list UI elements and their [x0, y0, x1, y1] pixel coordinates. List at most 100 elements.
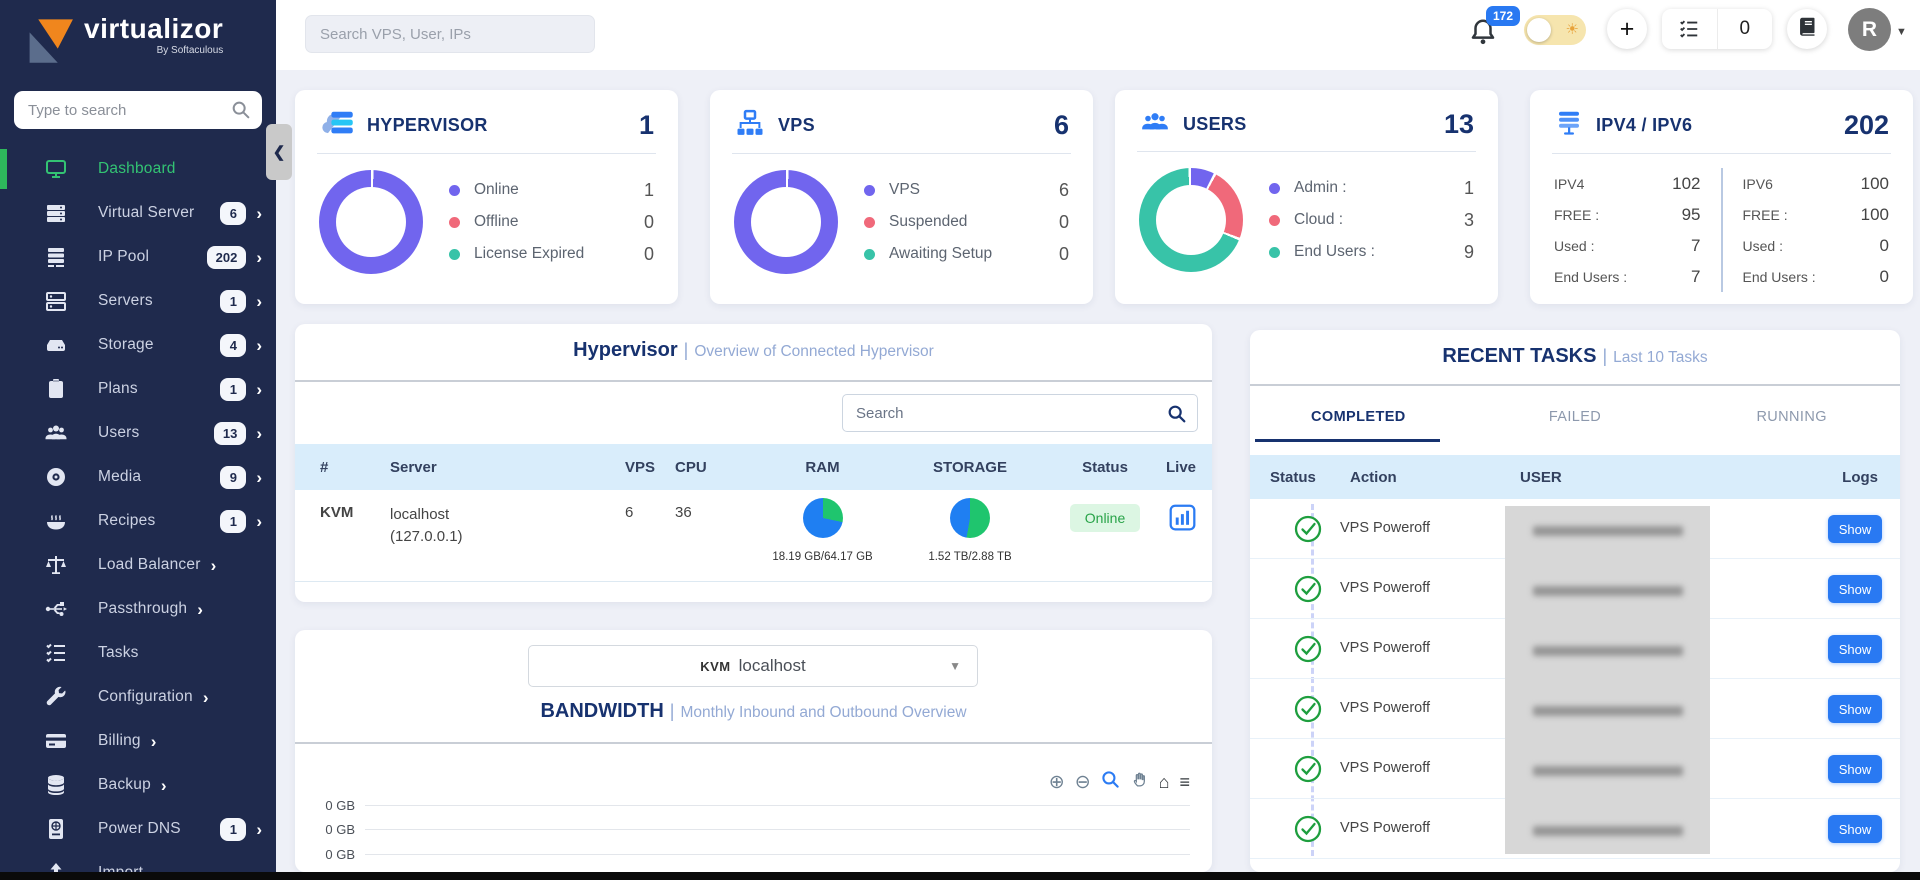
show-log-button[interactable]: Show: [1828, 575, 1882, 603]
book-icon: [1797, 16, 1818, 42]
notification-count-badge: 172: [1486, 6, 1521, 26]
hypervisor-donut-chart: [319, 170, 423, 274]
vps-card-icon: [734, 108, 766, 143]
power-dns-icon: [44, 817, 70, 841]
card-title: VPS: [778, 115, 815, 135]
user-avatar[interactable]: R: [1848, 8, 1891, 51]
docs-button[interactable]: [1787, 9, 1827, 49]
sidebar-item-media[interactable]: Media 9 ›: [0, 455, 276, 499]
hypervisor-table-header: # Server VPS CPU RAM STORAGE Status Live: [295, 444, 1212, 490]
toggle-knob: [1527, 18, 1551, 42]
pan-icon[interactable]: [1130, 770, 1149, 794]
legend-row: VPS 6: [864, 174, 1069, 206]
theme-toggle[interactable]: ☀: [1524, 15, 1586, 45]
brand-name: virtualizor: [84, 13, 224, 44]
server-status: Online: [1045, 490, 1165, 532]
check-circle-icon: [1293, 514, 1323, 549]
tab-failed[interactable]: FAILED: [1548, 409, 1602, 425]
sidebar-item-backup[interactable]: Backup ›: [0, 763, 276, 807]
chevron-right-icon: ›: [256, 379, 262, 399]
show-log-button[interactable]: Show: [1828, 755, 1882, 783]
brand-logo[interactable]: virtualizor By Softaculous: [0, 0, 276, 77]
plans-icon: [44, 377, 70, 401]
show-log-button[interactable]: Show: [1828, 515, 1882, 543]
server-select-dropdown[interactable]: KVM localhost ▼: [528, 645, 978, 687]
sidebar-item-billing[interactable]: Billing ›: [0, 719, 276, 763]
show-log-button[interactable]: Show: [1828, 695, 1882, 723]
ram-usage: 18.19 GB/64.17 GB: [750, 490, 895, 563]
legend-row: Awaiting Setup 0: [864, 238, 1069, 270]
chevron-right-icon: ›: [210, 555, 217, 575]
vps-donut-chart: [734, 170, 838, 274]
search-icon: [230, 99, 252, 126]
sidebar-item-power-dns[interactable]: Power DNS 1 ›: [0, 807, 276, 851]
tasks-timeline: [1311, 504, 1314, 856]
vps-card: VPS 6 VPS 6 Suspended 0 Awaiting Setup 0: [710, 90, 1093, 304]
chevron-right-icon: ›: [150, 731, 157, 751]
home-icon[interactable]: ⌂: [1158, 772, 1170, 792]
virtualizor-logo-icon: [22, 14, 74, 71]
media-icon: [44, 465, 70, 489]
sidebar-item-ip-pool[interactable]: IP Pool 202 ›: [0, 235, 276, 279]
server-vps-count-link[interactable]: 6: [625, 504, 634, 521]
add-button[interactable]: +: [1607, 9, 1647, 49]
badge: 6: [220, 201, 247, 225]
sidebar: virtualizor By Softaculous Dashboard Vir…: [0, 0, 276, 880]
recipes-icon: [44, 509, 70, 533]
show-log-button[interactable]: Show: [1828, 815, 1882, 843]
live-stats-button[interactable]: [1165, 490, 1212, 531]
legend-row: Offline 0: [449, 206, 654, 238]
task-counter[interactable]: 0: [1662, 9, 1772, 49]
configuration-icon: [44, 685, 70, 709]
tab-running[interactable]: RUNNING: [1756, 409, 1827, 425]
bandwidth-panel: KVM localhost ▼ BANDWIDTH | Monthly Inboun…: [295, 630, 1212, 872]
selection-zoom-icon[interactable]: [1101, 770, 1120, 794]
legend-row: Suspended 0: [864, 206, 1069, 238]
sidebar-item-virtual-server[interactable]: Virtual Server 6 ›: [0, 191, 276, 235]
legend-dot: [1269, 246, 1280, 258]
sidebar-item-users[interactable]: Users 13 ›: [0, 411, 276, 455]
sidebar-item-passthrough[interactable]: Passthrough ›: [0, 587, 276, 631]
global-search-input[interactable]: [305, 15, 595, 53]
plus-icon: +: [1619, 14, 1635, 43]
hypervisor-search-input[interactable]: [843, 395, 1197, 431]
server-cpu: 36: [675, 504, 692, 521]
legend-row: License Expired 0: [449, 238, 654, 270]
recent-tasks-title: RECENT TASKS | Last 10 Tasks: [1442, 345, 1708, 367]
avatar-dropdown-caret[interactable]: ▼: [1896, 26, 1907, 38]
sidebar-item-tasks[interactable]: Tasks: [0, 631, 276, 675]
server-type: KVM: [320, 504, 354, 521]
show-log-button[interactable]: Show: [1828, 635, 1882, 663]
sidebar-menu: Dashboard Virtual Server 6 › IP Pool 202…: [0, 147, 276, 880]
search-icon: [1166, 403, 1188, 430]
chevron-right-icon: ›: [256, 335, 262, 355]
tasks-rows: VPS Poweroff Show VPS Poweroff Show VPS …: [1250, 499, 1900, 872]
ipv4-column: IPV4 102 FREE :95 Used :7 End Users :7: [1554, 173, 1701, 286]
sidebar-collapse-button[interactable]: ❮: [266, 124, 292, 180]
menu-icon[interactable]: ≡: [1179, 772, 1190, 792]
sidebar-item-servers[interactable]: Servers 1 ›: [0, 279, 276, 323]
sidebar-item-storage[interactable]: Storage 4 ›: [0, 323, 276, 367]
zoom-out-icon[interactable]: ⊖: [1074, 771, 1091, 793]
storage-usage: 1.52 TB/2.88 TB: [895, 490, 1045, 563]
chevron-right-icon: ›: [160, 775, 167, 795]
legend-row: End Users :9: [1269, 236, 1474, 268]
check-circle-icon: [1293, 574, 1323, 609]
users-donut-chart: [1139, 168, 1243, 272]
task-count: 0: [1716, 9, 1773, 49]
card-count: 1: [638, 110, 654, 140]
card-count: 6: [1053, 110, 1069, 140]
sidebar-item-load-balancer[interactable]: Load Balancer ›: [0, 543, 276, 587]
sidebar-item-dashboard[interactable]: Dashboard: [0, 147, 276, 191]
users-icon: [44, 421, 70, 445]
zoom-in-icon[interactable]: ⊕: [1048, 771, 1065, 793]
sidebar-item-configuration[interactable]: Configuration ›: [0, 675, 276, 719]
sidebar-search-input[interactable]: [14, 91, 262, 129]
sidebar-item-plans[interactable]: Plans 1 ›: [0, 367, 276, 411]
tab-completed[interactable]: COMPLETED: [1250, 392, 1467, 442]
notifications-button[interactable]: 172: [1468, 6, 1521, 54]
chevron-down-icon: ▼: [949, 659, 961, 673]
card-count: 13: [1443, 109, 1474, 139]
sidebar-item-recipes[interactable]: Recipes 1 ›: [0, 499, 276, 543]
topbar: 172 ☀ + 0 R ▼: [276, 0, 1920, 70]
